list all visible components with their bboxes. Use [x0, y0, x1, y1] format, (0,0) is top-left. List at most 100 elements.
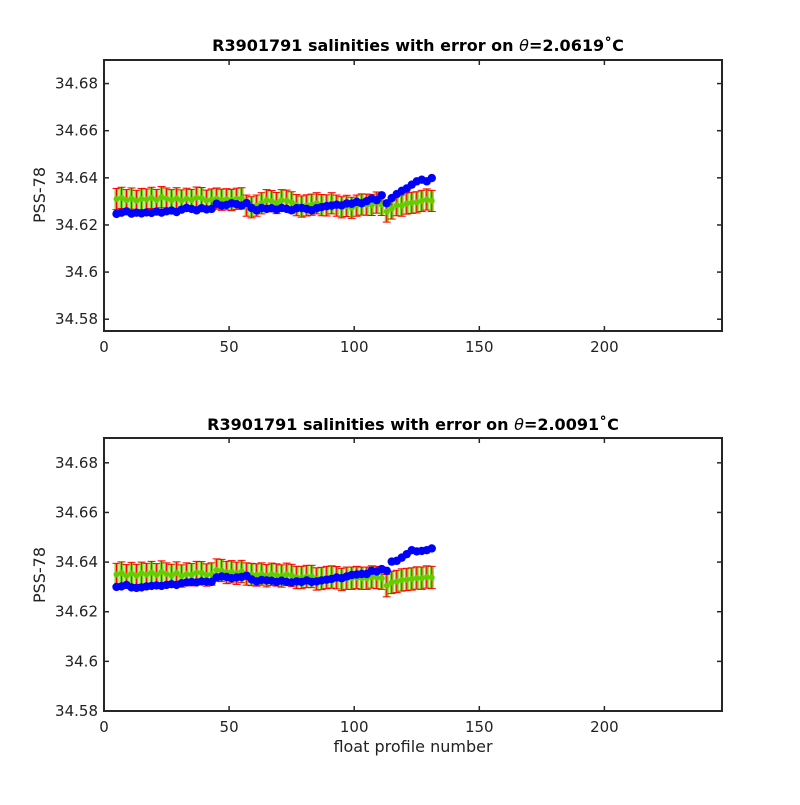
mapped-point	[388, 579, 395, 586]
y-tick-label: 34.68	[55, 75, 98, 93]
mapped-point	[188, 571, 195, 578]
mapped-point	[128, 195, 135, 202]
mapped-point	[138, 570, 145, 577]
x-axis-label-bottom: float profile number	[333, 737, 493, 756]
mapped-point	[283, 197, 290, 204]
mapped-point	[208, 196, 215, 203]
mapped-point	[193, 569, 200, 576]
mapped-point	[428, 574, 435, 581]
float-point	[382, 566, 391, 575]
mapped-point	[418, 197, 425, 204]
float-point	[382, 199, 391, 208]
chart-title-top: R3901791 salinities with error on θ=2.06…	[212, 36, 624, 55]
mapped-point	[428, 197, 435, 204]
float-points-top	[112, 173, 436, 219]
x-tick-label: 50	[220, 718, 239, 736]
mapped-point	[138, 196, 145, 203]
mapped-point	[253, 571, 260, 578]
x-tick-label: 0	[99, 718, 109, 736]
y-tick-label: 34.58	[55, 702, 98, 720]
mapped-point	[188, 196, 195, 203]
x-tick-label: 50	[220, 338, 239, 356]
mapped-point	[418, 575, 425, 582]
mapped-point	[128, 570, 135, 577]
y-tick-label: 34.58	[55, 310, 98, 328]
mapped-point	[373, 574, 380, 581]
y-tick-label: 34.6	[65, 652, 98, 670]
mapped-point	[238, 195, 245, 202]
mapped-point	[143, 571, 150, 578]
float-points-bottom	[112, 544, 436, 593]
mapped-point	[203, 571, 210, 578]
mapped-point	[193, 194, 200, 201]
mapped-point	[173, 195, 180, 202]
mapped-point	[133, 572, 140, 579]
mapped-point	[198, 195, 205, 202]
x-tick-label: 100	[340, 338, 369, 356]
plot-frame-top	[103, 59, 723, 332]
x-tick-label: 0	[99, 338, 109, 356]
mapped-point	[263, 197, 270, 204]
mapped-point	[308, 573, 315, 580]
mapped-point	[153, 571, 160, 578]
y-tick-label: 34.64	[55, 169, 98, 187]
float-point	[427, 544, 436, 553]
mapped-point	[143, 196, 150, 203]
mapped-point	[273, 200, 280, 207]
mapped-point	[223, 196, 230, 203]
mapped-point	[393, 578, 400, 585]
mapped-point	[213, 567, 220, 574]
mapped-point	[123, 197, 130, 204]
salinity-panel-top: R3901791 salinities with error on θ=2.06…	[30, 36, 723, 356]
y-tick-label: 34.62	[55, 603, 98, 621]
mapped-point	[288, 572, 295, 579]
mapped-point	[423, 196, 430, 203]
mapped-point	[403, 200, 410, 207]
mapped-point	[218, 567, 225, 574]
mapped-point	[288, 199, 295, 206]
mapped-point	[408, 199, 415, 206]
mapped-point	[378, 575, 385, 582]
mapped-point	[413, 574, 420, 581]
float-point	[427, 173, 436, 183]
mapped-point	[218, 196, 225, 203]
mapped-point	[168, 197, 175, 204]
mapped-point	[118, 570, 125, 577]
float-point	[377, 191, 386, 200]
x-tick-label: 150	[465, 338, 494, 356]
mapped-point	[398, 202, 405, 209]
x-tick-label: 200	[590, 338, 619, 356]
mapped-point	[168, 572, 175, 579]
mapped-point	[183, 571, 190, 578]
y-tick-label: 34.62	[55, 216, 98, 234]
mapped-point	[123, 572, 130, 579]
mapped-point	[173, 570, 180, 577]
mapped-point	[388, 205, 395, 212]
x-tick-label: 100	[340, 718, 369, 736]
mapped-point	[238, 568, 245, 575]
mapped-point	[283, 571, 290, 578]
mapped-point	[148, 194, 155, 201]
mapped-point	[258, 571, 265, 578]
float-point	[207, 204, 216, 214]
mapped-point	[413, 199, 420, 206]
mapped-point	[278, 197, 285, 204]
mapped-point	[163, 571, 170, 578]
mapped-point	[383, 208, 390, 215]
mapped-point	[198, 569, 205, 576]
y-tick-label: 34.68	[55, 454, 98, 472]
mapped-point	[183, 195, 190, 202]
mapped-point	[113, 196, 120, 203]
y-axis-label-bottom: PSS-78	[30, 547, 49, 603]
y-tick-label: 34.66	[55, 122, 98, 140]
mapped-point	[158, 194, 165, 201]
mapped-point	[393, 202, 400, 209]
mapped-point	[178, 572, 185, 579]
mapped-point	[398, 576, 405, 583]
mapped-point	[203, 197, 210, 204]
y-tick-label: 34.64	[55, 553, 98, 571]
mapped-point	[268, 571, 275, 578]
